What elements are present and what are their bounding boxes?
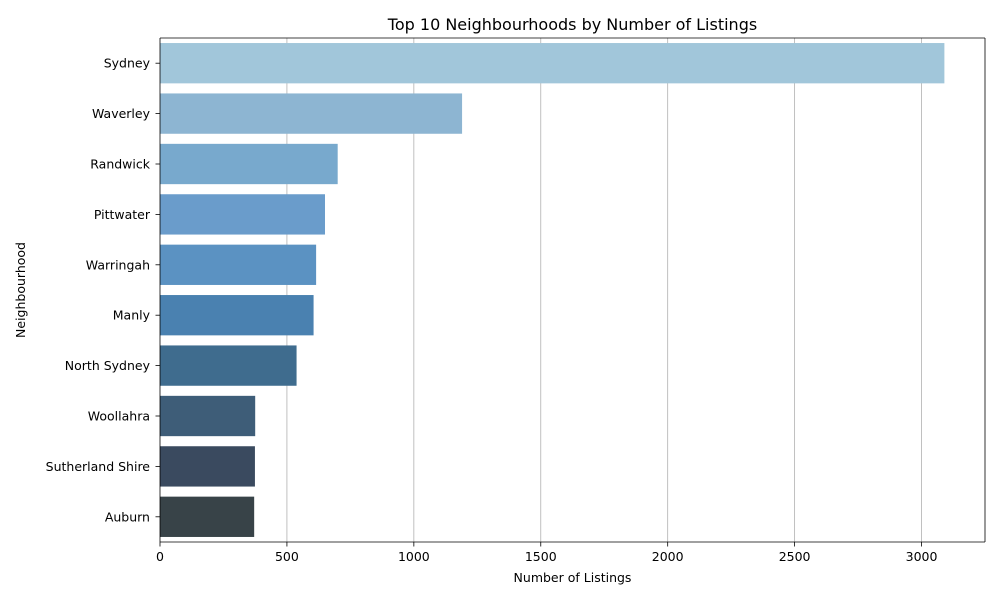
axes-layer [159,37,986,543]
bar-sydney [160,43,945,84]
y-tick-label: Auburn [105,509,150,524]
chart-title: Top 10 Neighbourhoods by Number of Listi… [387,15,757,34]
x-tick-label: 1000 [398,549,430,564]
x-tick-label: 3000 [906,549,938,564]
x-tick-label: 2000 [652,549,684,564]
x-tick-label: 1500 [525,549,557,564]
bars-layer [160,43,945,537]
x-tick-label: 0 [156,549,164,564]
bar-auburn [160,496,255,537]
y-tick-label: North Sydney [65,358,151,373]
bar-warringah [160,244,317,285]
y-tick-label: Randwick [90,157,150,172]
x-axis-label: Number of Listings [514,570,632,585]
y-tick-label: Woollahra [88,409,150,424]
x-tick-label: 2500 [779,549,811,564]
y-tick-label: Waverley [92,106,151,121]
y-tick-label: Sydney [104,56,151,71]
ticks-layer: 0 500 1000 1500 2000 2500 3000 Sydney Waverley Ra… [46,56,938,564]
y-axis-label: Neighbourhood [13,242,28,338]
bar-sutherland-shire [160,446,255,487]
y-tick-label: Manly [113,308,151,323]
y-tick-label: Warringah [86,257,150,272]
bar-waverley [160,93,463,134]
bar-north-sydney [160,345,297,386]
bar-pittwater [160,194,325,235]
bar-manly [160,295,314,336]
x-tick-label: 500 [275,549,299,564]
y-tick-label: Pittwater [94,207,151,222]
bar-randwick [160,143,338,185]
bar-woollahra [160,395,256,437]
y-tick-label: Sutherland Shire [46,459,151,474]
